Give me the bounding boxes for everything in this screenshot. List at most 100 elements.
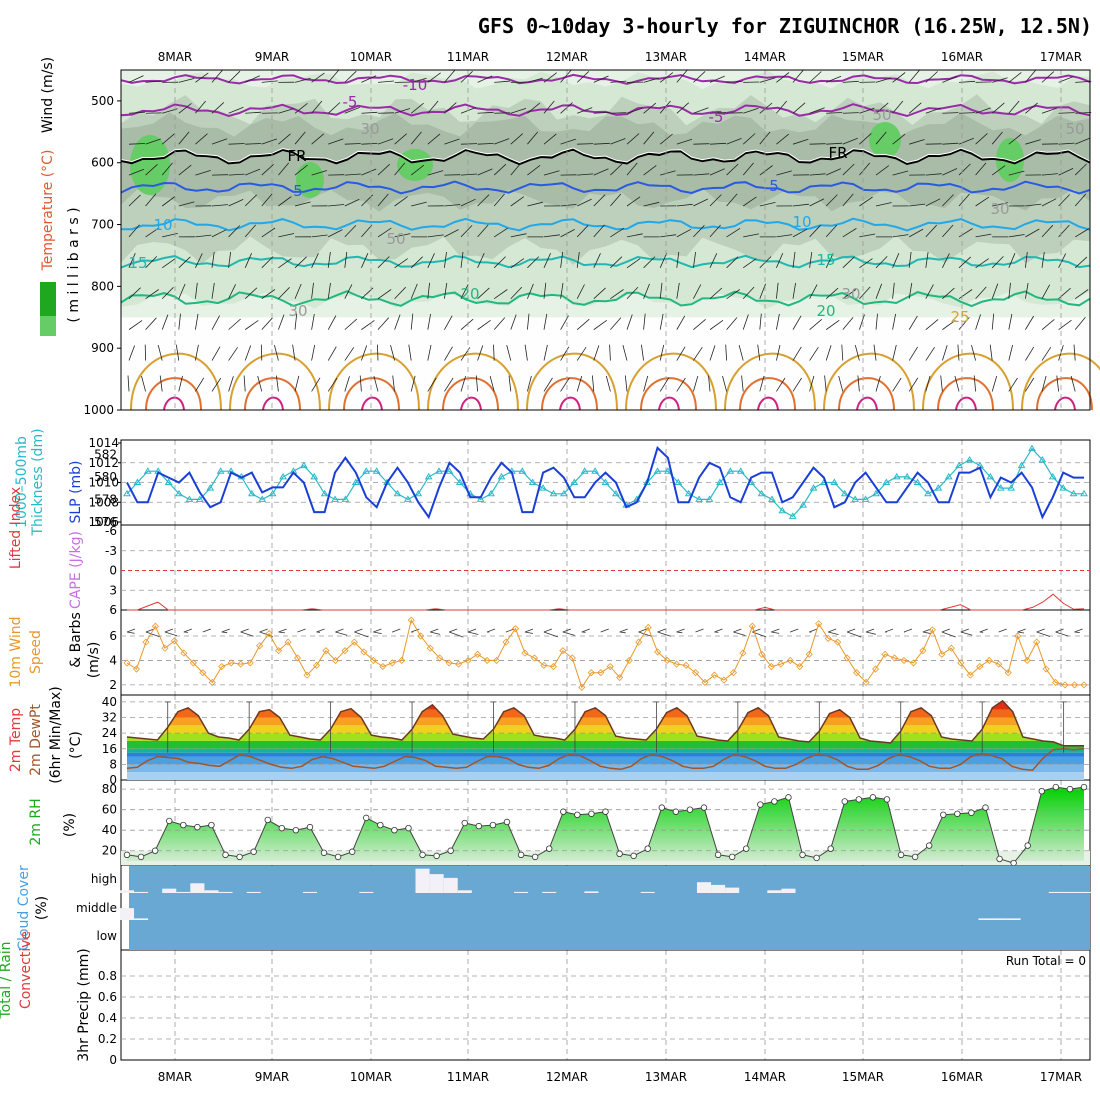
wind-barb	[892, 313, 896, 330]
wind-barb	[128, 287, 141, 300]
upper-wind-barbs	[127, 69, 1092, 392]
thickness-tick: 576	[94, 515, 117, 529]
wind-barb	[178, 103, 192, 114]
cloud-axis-title: Cloud Cover	[16, 865, 32, 951]
thickness-point	[268, 489, 277, 497]
wind-barb	[145, 227, 160, 238]
wind-barb	[527, 102, 541, 114]
wind-barb	[892, 344, 897, 361]
isotherm-label: 5	[293, 182, 303, 200]
rh2m-point	[602, 808, 609, 815]
wind-barb	[261, 164, 274, 176]
wind-barb	[344, 225, 357, 238]
cloud-bar-high	[359, 891, 374, 893]
wind-barb-flag	[695, 628, 704, 633]
precip-axis-title: 3hr Precip (mm)	[76, 948, 92, 1061]
isotherm-label: FR	[287, 147, 306, 165]
wind-barb	[577, 143, 594, 145]
thickness-point	[206, 484, 215, 491]
wind-barb	[925, 173, 942, 176]
cloud-bar-high	[302, 891, 317, 893]
wind-barb	[792, 102, 806, 114]
thickness-point	[143, 467, 152, 474]
temp-color-band	[127, 733, 1084, 741]
thickness-point	[310, 472, 319, 480]
wind-speed-point	[909, 659, 918, 667]
isotherm-label: 15	[128, 254, 147, 272]
wind-barb	[991, 131, 1003, 145]
isotherm-30-loop	[343, 377, 400, 411]
wind-barb	[344, 198, 360, 207]
panel-frame	[120, 69, 1091, 411]
rh2m-point	[911, 853, 919, 861]
wind-speed-point	[682, 661, 690, 669]
wind-barb	[825, 224, 838, 238]
wind-barb	[377, 163, 390, 176]
wind-barb	[493, 227, 508, 238]
rh2m-panel: 80 60 40 20	[102, 782, 1090, 867]
thickness-point	[414, 489, 423, 497]
isotherm-25-loop	[625, 352, 717, 411]
wind-barb	[708, 375, 711, 392]
rh2m-point	[306, 823, 314, 831]
wind-barb	[278, 133, 291, 145]
wind-barb	[278, 196, 292, 207]
wind-speed-point	[369, 656, 377, 665]
wind-barb	[875, 77, 892, 83]
isotherm-label: 50	[872, 106, 891, 124]
wind-barb	[444, 102, 457, 114]
wind-barb	[641, 344, 644, 361]
wind-barb	[145, 317, 157, 330]
wind-barb	[693, 225, 705, 238]
wind-barb-flag	[1017, 628, 1026, 633]
wind-speed-point	[445, 659, 453, 667]
rh2m-point	[672, 808, 680, 815]
wind-barb	[576, 284, 585, 299]
isotherm-label: 30	[288, 302, 307, 320]
cloud-bar-high	[696, 882, 712, 893]
wind-barb	[527, 256, 540, 269]
wind-speed-point	[1004, 669, 1012, 677]
wind-barb	[742, 286, 755, 299]
wind-barb	[726, 317, 738, 330]
wind-barb-flag	[373, 628, 382, 633]
wind-barb	[195, 282, 198, 299]
wind-barb	[427, 72, 441, 83]
thickness-point	[934, 484, 943, 491]
wind-barb	[128, 320, 143, 330]
temp-color-band	[127, 748, 1084, 753]
date-label-top: 15MAR	[842, 50, 884, 64]
wind-barb	[1070, 375, 1076, 392]
wind-barb	[1075, 137, 1091, 145]
wind-barb-flag	[676, 628, 685, 633]
wind-barb	[626, 162, 638, 176]
wind-barb	[1025, 69, 1037, 83]
wind10m-panel: 6 4 2	[109, 616, 1090, 692]
wind-barb	[975, 107, 991, 114]
wind-barb	[643, 77, 660, 83]
wind-barb-10m	[373, 631, 382, 634]
wind-barb	[195, 100, 207, 114]
wind-barb	[344, 376, 350, 392]
wind-barb	[1058, 224, 1070, 238]
rh2m-point	[433, 852, 440, 860]
wind-barb	[1073, 344, 1076, 361]
rh-tick: 60	[102, 803, 117, 817]
wind-speed-point	[871, 665, 880, 673]
thickness-point	[788, 512, 797, 519]
wind-barb	[195, 133, 208, 145]
wind-barb	[128, 111, 146, 114]
date-label-top: 10MAR	[350, 50, 392, 64]
isotherm-30-loop	[739, 377, 796, 411]
wind-barb	[278, 287, 290, 300]
wind-barb	[278, 314, 285, 330]
wind-barb	[1041, 224, 1054, 238]
wind-barb	[494, 138, 510, 145]
wind-barb	[726, 138, 742, 145]
wind-barb	[842, 80, 859, 83]
cloud-bar-high	[542, 891, 557, 893]
wind-barb	[776, 377, 786, 392]
wind-barb	[510, 258, 525, 269]
wind-speed-point	[341, 647, 349, 655]
wind-barb-flag	[903, 628, 913, 633]
